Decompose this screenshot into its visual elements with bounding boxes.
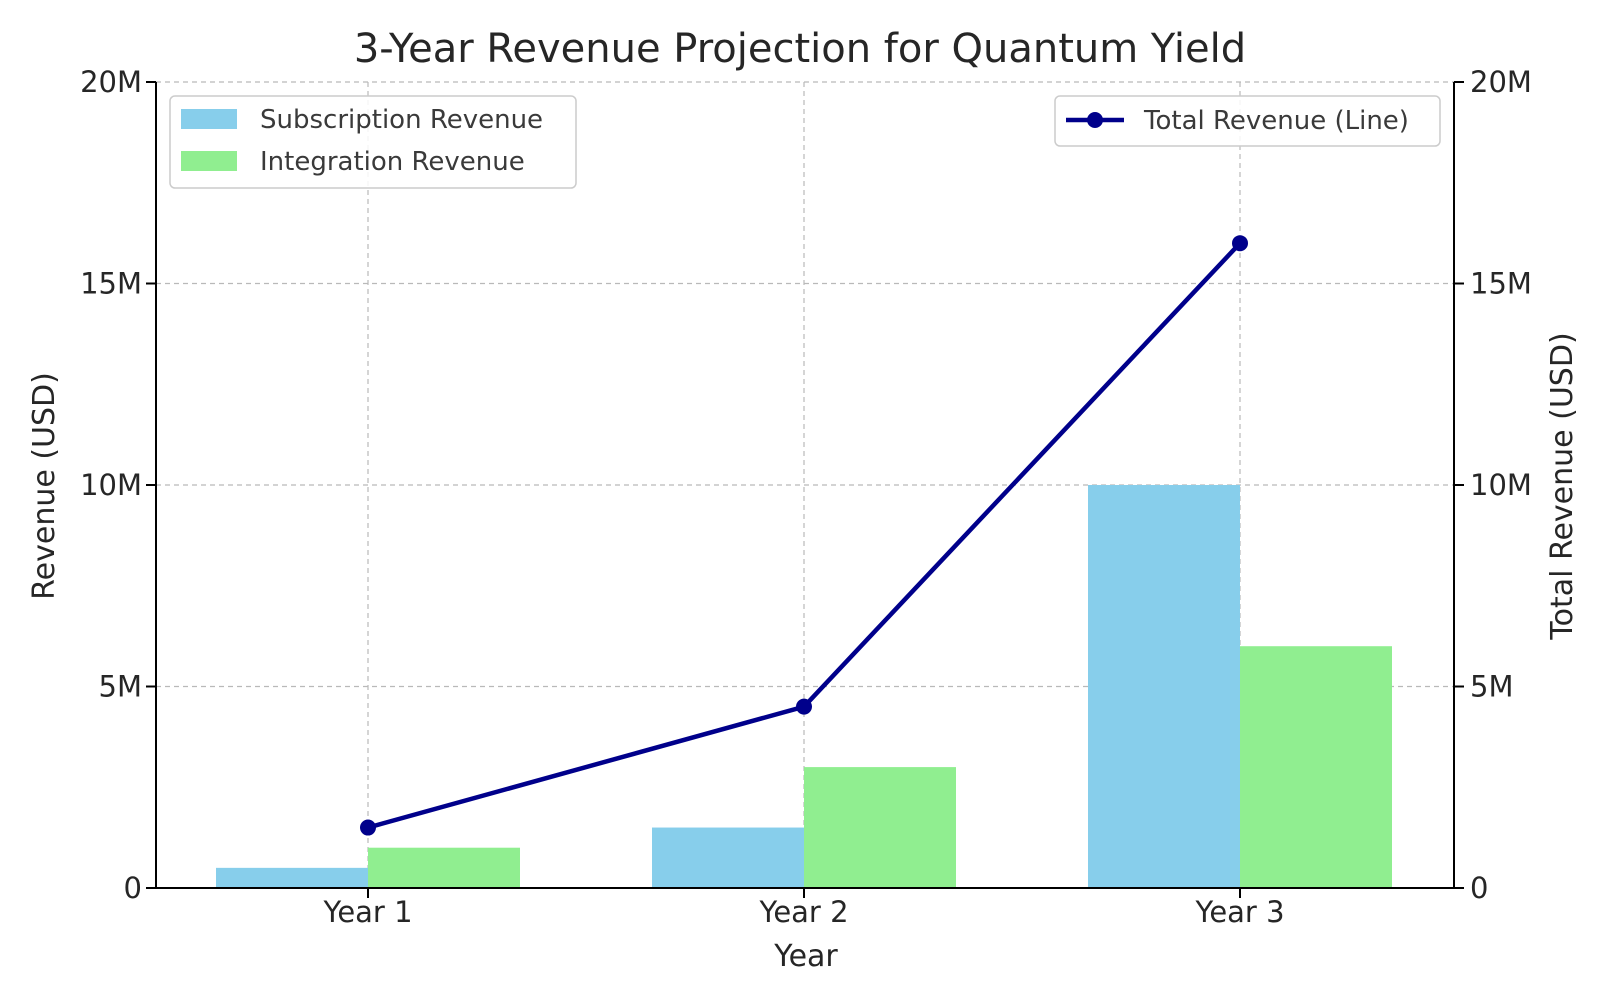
y2-axis-label: Total Revenue (USD)	[1545, 332, 1580, 640]
x-tick-label: Year 3	[1194, 895, 1284, 929]
legend-swatch	[181, 109, 237, 129]
y2-tick-label: 0	[1470, 871, 1488, 905]
y2-tick-label: 20M	[1470, 65, 1532, 99]
legend-marker	[1087, 112, 1103, 128]
y-tick-label: 20M	[80, 65, 142, 99]
y-tick-label: 0	[124, 871, 142, 905]
y-tick-label: 15M	[80, 267, 142, 301]
x-axis-label: Year	[773, 939, 838, 974]
total-revenue-line-layer	[360, 235, 1248, 836]
total-revenue-point-3	[1232, 235, 1248, 252]
chart-title: 3-Year Revenue Projection for Quantum Yi…	[354, 26, 1246, 72]
axes	[146, 81, 1464, 898]
bar-integration-revenue-1	[368, 847, 520, 888]
legend-label: Subscription Revenue	[260, 105, 543, 135]
legend-label: Integration Revenue	[260, 147, 525, 177]
total-revenue-point-1	[360, 819, 376, 836]
bar-integration-revenue-3	[1240, 646, 1392, 888]
y2-tick-label: 15M	[1470, 267, 1532, 301]
bars	[216, 485, 1392, 888]
y2-tick-label: 10M	[1470, 468, 1532, 502]
y-tick-label: 5M	[99, 670, 142, 704]
legend-bars: Subscription Revenue Integration Revenue	[169, 95, 577, 189]
bar-integration-revenue-2	[804, 767, 956, 888]
bar-subscription-revenue-2	[652, 827, 804, 888]
x-tick-label: Year 1	[322, 895, 412, 929]
total-revenue-point-2	[796, 698, 812, 715]
x-tick-label: Year 2	[758, 895, 848, 929]
legend-box	[169, 95, 577, 189]
bar-subscription-revenue-1	[216, 867, 368, 888]
tick-labels: 0 0 5M 5M 10M 10M 15M 15M 20M 20M Year 1 Year 2 Year…	[80, 65, 1532, 929]
bar-subscription-revenue-3	[1088, 485, 1240, 888]
y-tick-label: 10M	[80, 468, 142, 502]
y2-tick-label: 5M	[1470, 670, 1513, 704]
legend-label: Total Revenue (Line)	[1143, 106, 1409, 136]
legend-line: Total Revenue (Line)	[1054, 95, 1441, 147]
y-axis-label: Revenue (USD)	[27, 372, 62, 600]
legend-box	[1054, 95, 1441, 147]
legend-swatch	[181, 151, 237, 171]
